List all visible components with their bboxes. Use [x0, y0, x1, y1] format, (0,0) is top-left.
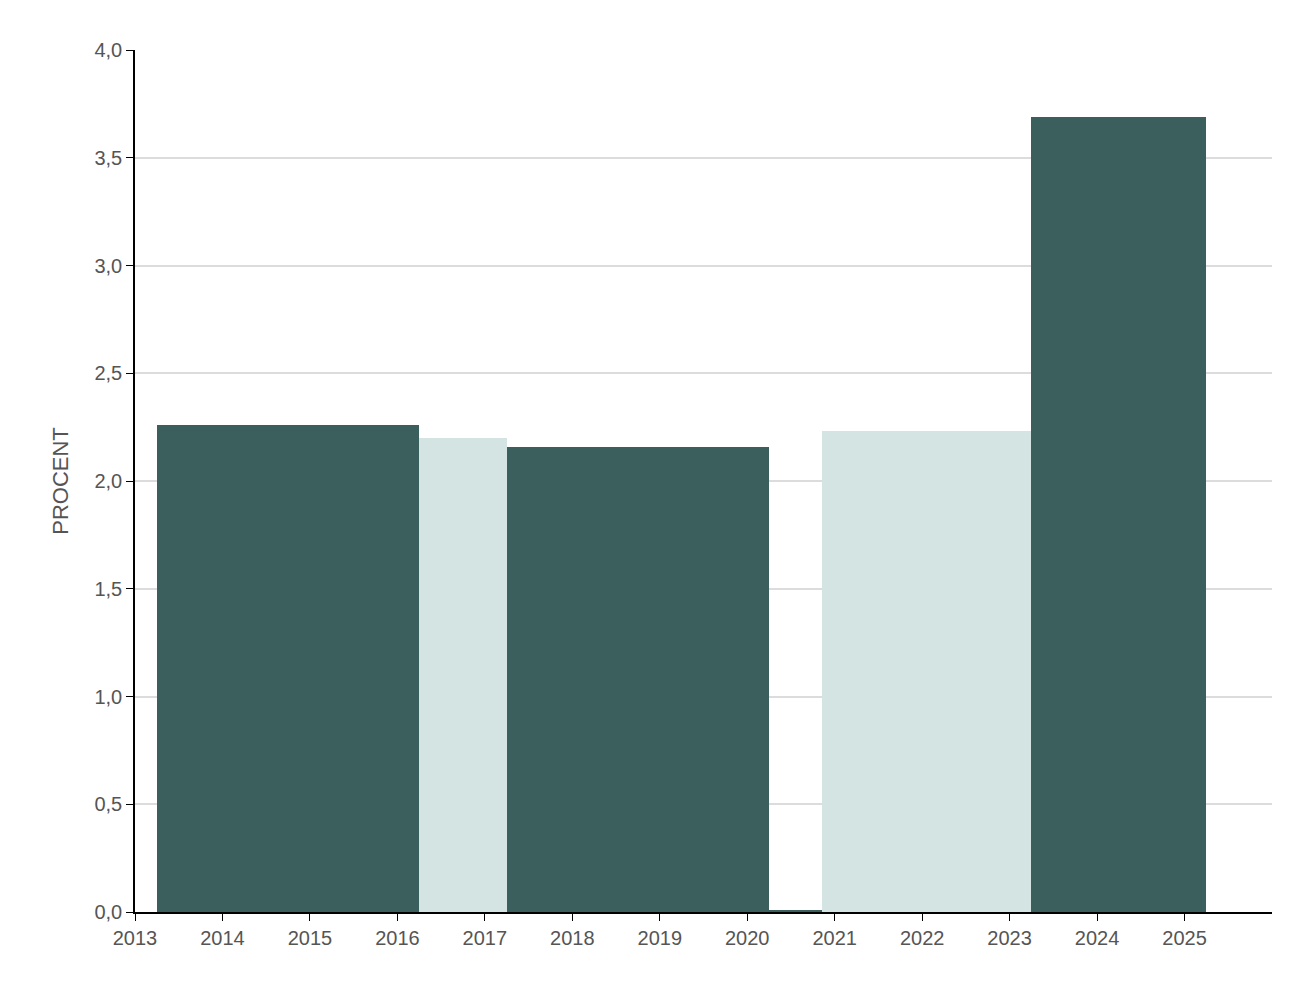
svg-text:2016: 2016 — [375, 927, 420, 949]
svg-text:2019: 2019 — [638, 927, 683, 949]
svg-text:PROCENT: PROCENT — [48, 427, 73, 535]
svg-text:1,5: 1,5 — [94, 578, 122, 600]
svg-text:2017: 2017 — [463, 927, 508, 949]
svg-text:2013: 2013 — [113, 927, 158, 949]
svg-text:1,0: 1,0 — [94, 686, 122, 708]
svg-text:2014: 2014 — [200, 927, 245, 949]
svg-text:3,0: 3,0 — [94, 255, 122, 277]
svg-text:4,0: 4,0 — [94, 39, 122, 61]
svg-text:2021: 2021 — [812, 927, 857, 949]
svg-text:2018: 2018 — [550, 927, 595, 949]
svg-text:2025: 2025 — [1162, 927, 1207, 949]
svg-text:2022: 2022 — [900, 927, 945, 949]
svg-text:3,5: 3,5 — [94, 147, 122, 169]
svg-text:2,0: 2,0 — [94, 470, 122, 492]
svg-text:0,0: 0,0 — [94, 901, 122, 923]
svg-text:2015: 2015 — [288, 927, 333, 949]
svg-text:2024: 2024 — [1075, 927, 1120, 949]
svg-text:2023: 2023 — [987, 927, 1032, 949]
svg-text:0,5: 0,5 — [94, 793, 122, 815]
svg-text:2,5: 2,5 — [94, 362, 122, 384]
svg-text:2020: 2020 — [725, 927, 770, 949]
